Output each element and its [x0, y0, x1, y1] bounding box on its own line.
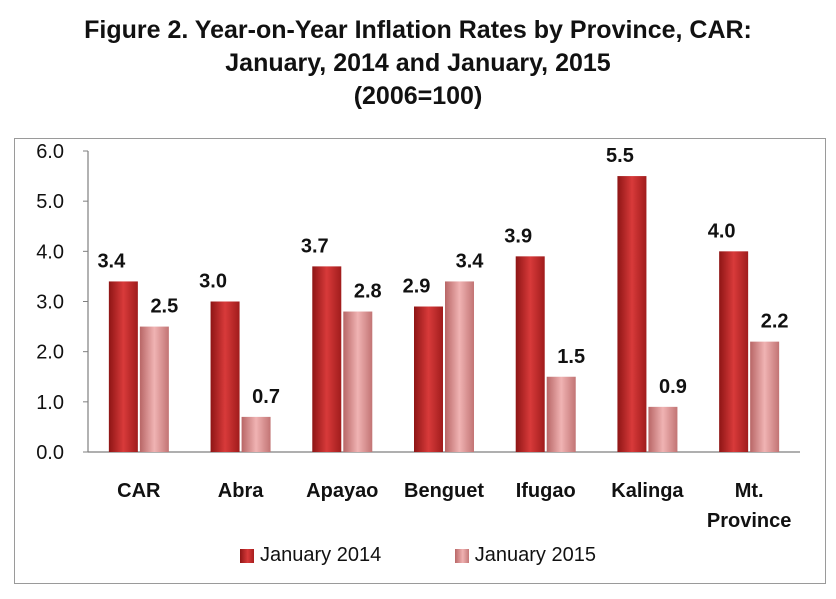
legend-swatch-january-2015 — [454, 548, 469, 563]
x-tick-label: Apayao — [306, 480, 378, 502]
bar-january-2015 — [750, 341, 780, 452]
title-line-2: January, 2014 and January, 2015 — [225, 49, 611, 77]
bar-january-2014 — [719, 251, 749, 452]
data-label: 3.9 — [504, 225, 532, 247]
x-tick-label: Ifugao — [516, 480, 576, 502]
x-tick-label: Abra — [218, 480, 264, 502]
data-label: 1.5 — [557, 346, 585, 368]
bar-january-2015 — [546, 376, 576, 452]
x-tick-label: Kalinga — [611, 480, 684, 502]
y-tick-label: 3.0 — [36, 292, 64, 314]
data-label: 2.9 — [403, 276, 431, 298]
y-tick-label: 0.0 — [36, 442, 64, 464]
bar-january-2014 — [617, 176, 647, 453]
data-label: 2.8 — [354, 281, 382, 303]
legend-item-january-2014: January 2014 — [240, 544, 381, 567]
x-tick-label: CAR — [117, 480, 161, 502]
bar-january-2015 — [648, 406, 678, 452]
bar-january-2015 — [445, 281, 474, 452]
y-tick-label: 1.0 — [36, 392, 64, 414]
data-label: 3.7 — [301, 235, 329, 257]
bar-january-2014 — [312, 266, 342, 452]
bar-january-2015 — [343, 311, 373, 452]
chart-title: Figure 2. Year-on-Year Inflation Rates b… — [0, 14, 836, 113]
data-label: 3.0 — [199, 271, 227, 293]
legend-label-january-2014: January 2014 — [260, 544, 382, 566]
x-tick-label: Province — [707, 510, 791, 532]
data-label: 0.9 — [659, 376, 687, 398]
data-label: 4.0 — [708, 220, 736, 242]
bar-january-2014 — [108, 281, 138, 452]
bar-january-2015 — [241, 416, 271, 452]
legend-label-january-2015: January 2015 — [474, 544, 596, 566]
legend: January 2014 January 2015 — [0, 544, 836, 569]
bar-january-2014 — [414, 306, 443, 452]
bar-january-2015 — [139, 326, 169, 452]
data-label: 3.4 — [97, 250, 126, 272]
y-tick-label: 4.0 — [36, 241, 64, 263]
y-tick-label: 6.0 — [36, 141, 64, 163]
data-label: 3.4 — [456, 250, 485, 272]
title-line-3: (2006=100) — [353, 82, 483, 110]
y-tick-label: 5.0 — [36, 191, 64, 213]
bar-january-2014 — [515, 256, 545, 452]
chart-frame — [14, 138, 826, 584]
legend-item-january-2015: January 2015 — [454, 544, 596, 567]
legend-swatch-january-2014 — [240, 548, 255, 563]
data-label: 2.5 — [150, 296, 178, 318]
data-label: 5.5 — [606, 145, 634, 167]
data-label: 0.7 — [252, 386, 280, 408]
data-label: 2.2 — [761, 311, 789, 333]
bar-january-2014 — [210, 301, 240, 452]
x-tick-label: Mt. — [735, 480, 764, 502]
x-tick-label: Benguet — [404, 480, 484, 502]
y-tick-label: 2.0 — [36, 342, 64, 364]
title-line-1: Figure 2. Year-on-Year Inflation Rates b… — [84, 16, 752, 44]
